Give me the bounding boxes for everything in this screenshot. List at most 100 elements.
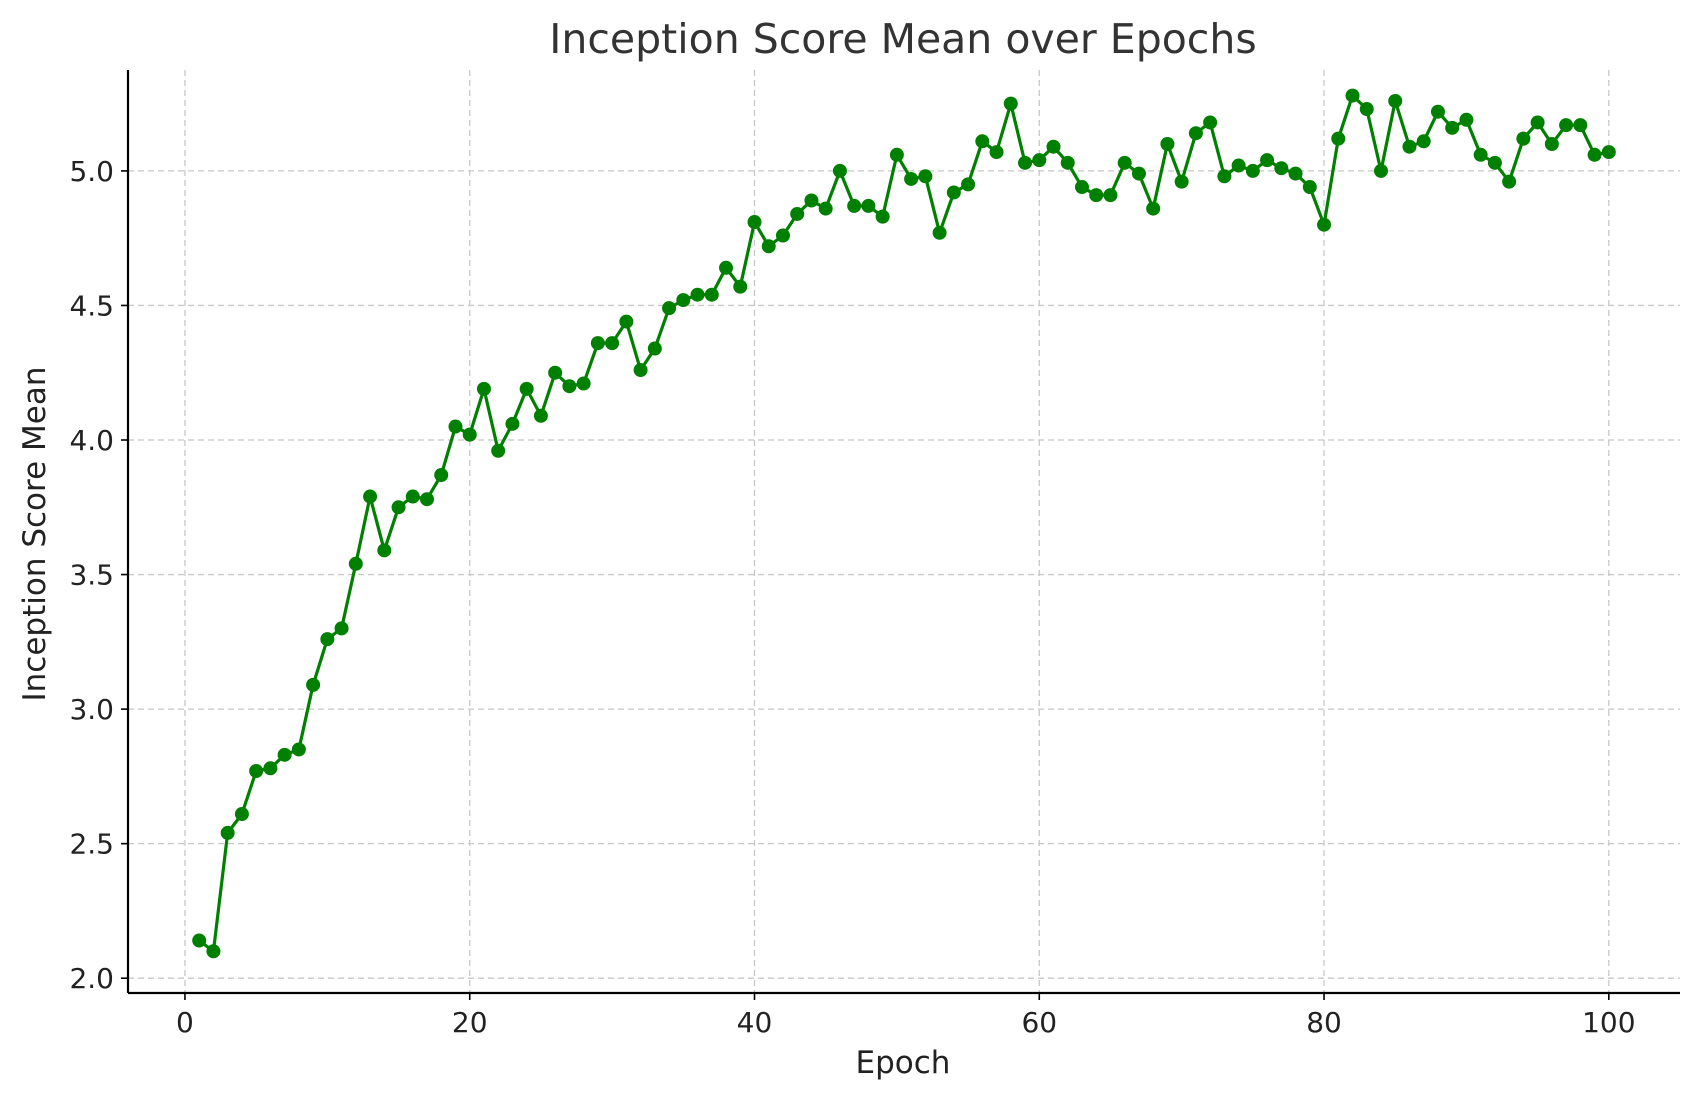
data-point [932,225,947,240]
x-tick-label: 40 [737,1006,773,1039]
x-tick-label: 100 [1582,1006,1635,1039]
data-point [277,747,292,762]
data-point [334,621,349,636]
data-point [1131,166,1146,181]
data-point [1032,153,1047,168]
data-point [562,379,577,394]
data-point [676,293,691,308]
data-point [491,443,506,458]
data-point [1587,147,1602,162]
data-point [1103,188,1118,203]
data-point [804,193,819,208]
x-axis-label: Epoch [856,1045,951,1081]
data-point [1402,139,1417,154]
data-point [946,185,961,200]
data-point [704,287,719,302]
data-point [206,944,221,959]
data-point [690,287,705,302]
y-tick-label: 4.5 [69,289,114,322]
y-tick-label: 3.5 [69,559,114,592]
data-point [377,543,392,558]
data-point [918,169,933,184]
data-point [1559,118,1574,133]
data-point [363,489,378,504]
data-point [861,198,876,213]
data-point [1317,217,1332,232]
chart-title: Inception Score Mean over Epochs [549,15,1256,63]
series-line [198,93,1610,953]
x-tick-label: 20 [452,1006,488,1039]
x-tick-label: 80 [1306,1006,1342,1039]
data-point [348,556,363,571]
data-point [263,761,278,776]
data-point [832,163,847,178]
data-point [448,419,463,434]
data-point [576,376,591,391]
data-point [1445,120,1460,135]
y-axis-label: Inception Score Mean [17,367,53,702]
data-point [1274,161,1289,176]
data-point [1046,139,1061,154]
data-point [1459,112,1474,127]
data-point [719,260,734,275]
data-point [647,341,662,356]
data-point [847,198,862,213]
data-point [975,134,990,149]
data-point [1260,153,1275,168]
data-point [519,381,534,396]
data-point [1245,163,1260,178]
data-point [1573,118,1588,133]
data-point [320,632,335,647]
data-point [1089,188,1104,203]
data-point [1174,174,1189,189]
data-point [1502,174,1517,189]
axis-ticks: 0 20 40 60 80 100 2.0 2.5 3.0 3.5 4.0 4.5 5.0 [69,155,1635,1039]
data-point [590,336,605,351]
data-point [1203,115,1218,130]
data-point [1018,155,1033,170]
y-tick-label: 2.5 [69,828,114,861]
data-point [733,279,748,294]
grid [128,70,1680,993]
data-point [1074,180,1089,195]
y-tick-label: 2.0 [69,962,114,995]
y-tick-label: 5.0 [69,155,114,188]
data-point [505,416,520,431]
data-point [1516,131,1531,146]
data-point [391,500,406,515]
data-point [633,363,648,378]
data-point [1345,88,1360,103]
data-point [605,336,620,351]
data-point [1430,104,1445,119]
data-point [462,427,477,442]
x-tick-label: 0 [176,1006,194,1039]
data-point [1060,155,1075,170]
data-point [775,228,790,243]
data-point [1601,145,1616,160]
data-point [1188,126,1203,141]
data-point [662,301,677,316]
data-point [420,492,435,507]
data-point [1160,137,1175,152]
y-tick-label: 4.0 [69,424,114,457]
data-point [1288,166,1303,181]
data-point [1487,155,1502,170]
data-point [747,215,762,230]
data-point [249,763,264,778]
x-tick-label: 60 [1021,1006,1057,1039]
data-point [548,365,563,380]
data-point [1146,201,1161,216]
data-point [1530,115,1545,130]
data-point [619,314,634,329]
data-point [234,807,249,822]
data-point [291,742,306,757]
data-point [889,147,904,162]
data-point [790,206,805,221]
data-point [434,467,449,482]
data-point [1359,102,1374,117]
data-point [1473,147,1488,162]
data-point [989,145,1004,160]
data-point [875,209,890,224]
data-point [1373,163,1388,178]
